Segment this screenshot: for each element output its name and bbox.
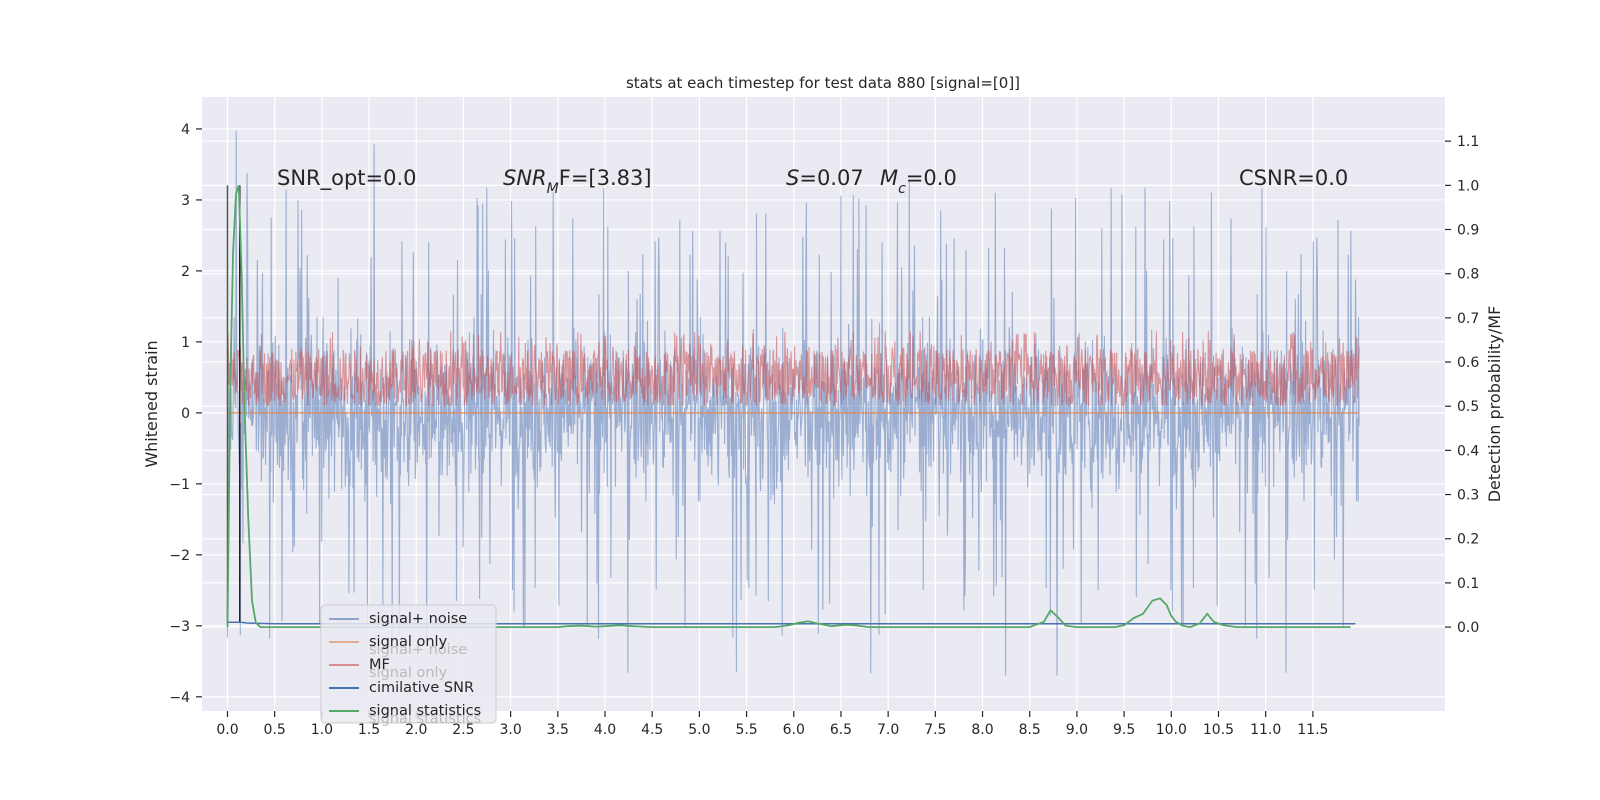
legend-label-4: signal statistics <box>369 703 481 719</box>
y-tick-label-7: 3 <box>181 193 190 209</box>
x-tick-label-10: 5.0 <box>688 722 710 738</box>
x-tick-label-23: 11.5 <box>1297 722 1328 738</box>
y-tick-label-3: −1 <box>169 477 190 493</box>
x-tick-label-19: 9.5 <box>1113 722 1135 738</box>
y-right-tick-label-6: 0.6 <box>1457 355 1479 371</box>
annotation-mc-suffix: =0.0 <box>906 166 957 190</box>
y-right-tick-label-5: 0.5 <box>1457 399 1479 415</box>
x-tick-label-15: 7.5 <box>924 722 946 738</box>
y-right-tick-label-4: 0.4 <box>1457 443 1479 459</box>
x-tick-label-1: 0.5 <box>264 722 286 738</box>
legend-ghost-label-0: signal+ noise <box>369 642 467 658</box>
annotation-csnr-main: CSNR=0.0 <box>1239 166 1348 190</box>
x-tick-label-17: 8.5 <box>1019 722 1041 738</box>
x-tick-label-22: 11.0 <box>1250 722 1281 738</box>
x-tick-label-9: 4.5 <box>641 722 663 738</box>
x-tick-label-7: 3.5 <box>547 722 569 738</box>
annotation-mc-main: M <box>880 166 898 190</box>
series-signal-statistics <box>226 185 1351 629</box>
y-tick-label-8: 4 <box>181 122 190 138</box>
legend-label-2: MF <box>369 657 390 673</box>
x-tick-label-20: 10.0 <box>1156 722 1187 738</box>
y-tick-label-4: 0 <box>181 406 190 422</box>
series-cimilative-snr <box>227 621 1356 625</box>
x-tick-label-4: 2.0 <box>405 722 427 738</box>
series-layer <box>226 130 1360 676</box>
series-mf <box>226 331 1360 407</box>
y-right-tick-label-7: 0.7 <box>1457 311 1479 327</box>
annotation-s-suffix: =0.07 <box>799 166 863 190</box>
y-tick-label-5: 1 <box>181 335 190 351</box>
y-right-tick-label-2: 0.2 <box>1457 532 1479 548</box>
y-right-tick-label-10: 1.0 <box>1457 178 1479 194</box>
x-tick-label-2: 1.0 <box>311 722 333 738</box>
annotation-mc-sub: c <box>898 181 906 197</box>
y-right-tick-label-8: 0.8 <box>1457 267 1479 283</box>
annotation-csnr: CSNR=0.0 <box>1239 166 1348 190</box>
x-tick-label-5: 2.5 <box>452 722 474 738</box>
x-tick-label-21: 10.5 <box>1203 722 1234 738</box>
y-axis-left: −4 −3 −2 −1 0 1 2 3 4 <box>169 122 202 706</box>
x-tick-label-14: 7.0 <box>877 722 899 738</box>
x-tick-label-3: 1.5 <box>358 722 380 738</box>
annotation-mc: Mc=0.0 <box>880 166 957 197</box>
x-tick-label-0: 0.0 <box>216 722 238 738</box>
y-tick-label-1: −3 <box>169 619 190 635</box>
legend-label-3: cimilative SNR <box>369 680 474 696</box>
y-axis-right: 0.0 0.1 0.2 0.3 0.4 0.5 0.6 0.7 0.8 0.9 1.0 1.1 <box>1445 134 1479 636</box>
y-right-tick-label-11: 1.1 <box>1457 134 1479 150</box>
x-tick-label-11: 5.5 <box>735 722 757 738</box>
y-right-tick-label-0: 0.0 <box>1457 620 1479 636</box>
y-right-tick-label-3: 0.3 <box>1457 488 1479 504</box>
legend-box <box>320 604 497 724</box>
chart-title: stats at each timestep for test data 880… <box>626 74 1020 92</box>
y-tick-label-2: −2 <box>169 548 190 564</box>
annotation-s: S=0.07 <box>786 166 864 190</box>
annotation-snr-mf-main: SNR <box>503 166 547 190</box>
x-tick-label-12: 6.0 <box>783 722 805 738</box>
legend-label-1: signal only <box>369 634 448 650</box>
y-tick-label-0: −4 <box>169 690 190 706</box>
annotations: SNR_opt=0.0 SNRMF=[3.83] S=0.07 Mc=0.0 CSNR=… <box>277 166 1348 197</box>
legend-label-0: signal+ noise <box>369 611 467 627</box>
x-axis: 0.0 0.5 1.0 1.5 2.0 2.5 3.0 3.5 4.0 4.5 5.0 5.5 6.0 6… <box>216 711 1328 738</box>
annotation-snr-opt: SNR_opt=0.0 <box>277 166 417 191</box>
x-tick-label-18: 9.0 <box>1066 722 1088 738</box>
y-tick-label-6: 2 <box>181 264 190 280</box>
annotation-snr-opt-main: SNR_opt=0.0 <box>277 166 417 191</box>
y-axis-label: Whitened strain <box>142 340 161 467</box>
annotation-s-main: S <box>786 166 799 190</box>
y-axis-right-label: Detection probability/MF <box>1485 306 1504 503</box>
annotation-snr-mf-sub: M <box>547 181 559 197</box>
annotation-snr-mf: SNRMF=[3.83] <box>503 166 652 197</box>
y-right-tick-label-1: 0.1 <box>1457 576 1479 592</box>
x-tick-label-16: 8.0 <box>971 722 993 738</box>
x-tick-label-13: 6.5 <box>830 722 852 738</box>
annotation-snr-mf-suffix: F=[3.83] <box>559 166 652 190</box>
x-tick-label-8: 4.0 <box>594 722 616 738</box>
legend-ghost-label-2: signal statistics <box>369 711 481 727</box>
x-tick-label-6: 3.0 <box>499 722 521 738</box>
y-right-tick-label-9: 0.9 <box>1457 223 1479 239</box>
legend-ghost-label-1: signal only <box>369 665 448 681</box>
